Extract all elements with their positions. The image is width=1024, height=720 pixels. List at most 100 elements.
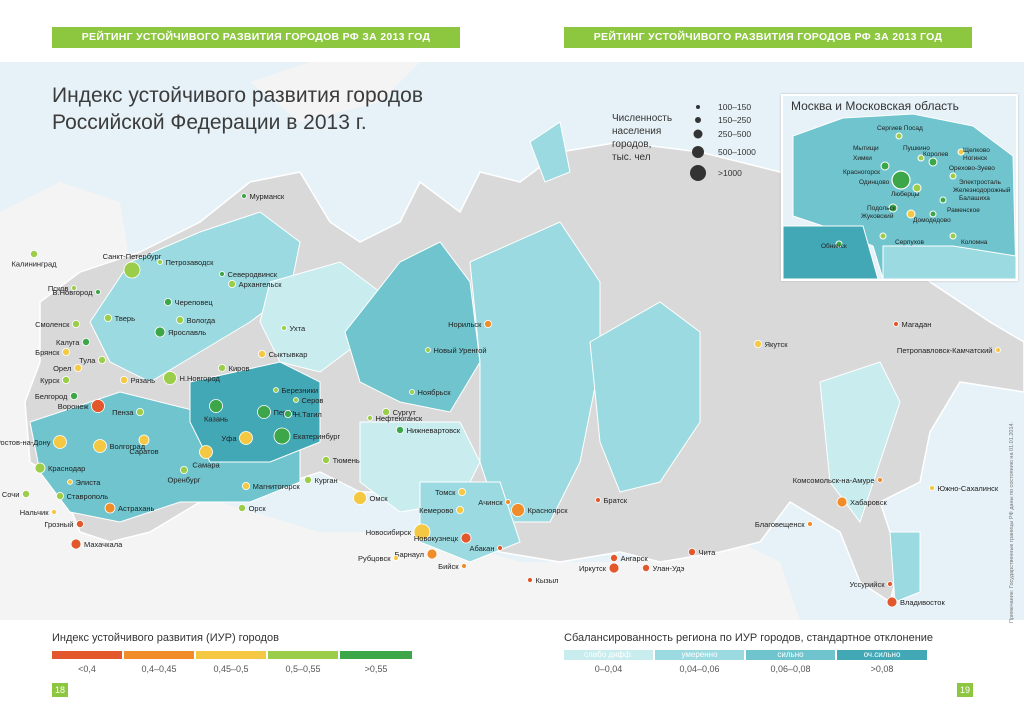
city-48-label: Орск: [249, 504, 267, 513]
city-73-marker: [754, 339, 763, 348]
city-59-label: Ачинск: [478, 498, 503, 507]
region-taimyr-islands: [529, 121, 571, 183]
inset-podolsk-dot: [888, 203, 898, 213]
balance-range-4: >0,08: [870, 664, 894, 674]
city-27-marker: [209, 399, 223, 413]
city-72-marker: [688, 547, 697, 556]
city-25-marker: [135, 407, 144, 416]
city-38-marker: [53, 435, 67, 449]
city-21-label: Киров: [229, 364, 250, 373]
city-64-label: Бийск: [438, 562, 459, 571]
inset-kolomna-dot: [949, 232, 957, 240]
region-irkutsk: [589, 301, 701, 493]
city-53-marker: [51, 509, 57, 515]
city-16-marker: [163, 371, 177, 385]
city-73-label: Якутск: [765, 340, 789, 349]
city-4-marker: [227, 279, 236, 288]
city-10-label: Смоленск: [35, 320, 70, 329]
city-58-marker: [455, 505, 464, 514]
neighbouring-countries: [0, 182, 800, 620]
page-number-left: 18: [52, 683, 68, 697]
city-52-marker: [104, 502, 116, 514]
city-26-marker: [138, 434, 150, 446]
city-50-marker: [56, 491, 65, 500]
city-5-label: Калининград: [11, 260, 57, 269]
city-2-marker: [157, 259, 163, 265]
inset-korolev-dot: [928, 157, 938, 167]
population-size-legend: 100–150 150–250 250–500 500–1000 >1000: [690, 102, 756, 181]
city-35-label: Ноябрьск: [418, 388, 452, 397]
city-9-label: Вологда: [187, 316, 216, 325]
city-45-marker: [34, 462, 46, 474]
city-39-marker: [93, 439, 107, 453]
city-29-marker: [273, 387, 279, 393]
size-label-2: 150–250: [718, 115, 751, 125]
city-57-marker: [457, 487, 466, 496]
map-title: Индекс устойчивого развития городов Росс…: [52, 82, 423, 136]
inset-khimki-dot: [880, 161, 890, 171]
city-22-label: Ухта: [290, 324, 306, 333]
city-55-label: Махачкала: [84, 540, 123, 549]
size-label-4: 500–1000: [718, 147, 756, 157]
city-37-label: Норильск: [448, 320, 482, 329]
city-55-marker: [70, 538, 82, 550]
city-45-label: Краснодар: [48, 464, 85, 473]
city-63-label: Рубцовск: [358, 554, 391, 563]
size-label-1: 100–150: [718, 102, 751, 112]
inset-domodedovo-dot: [929, 210, 937, 218]
city-46-label: Курган: [315, 476, 338, 485]
city-36-marker: [425, 347, 431, 353]
city-19-label: Курск: [40, 376, 60, 385]
city-12-marker: [154, 326, 166, 338]
city-71-label: Улан-Удэ: [653, 564, 685, 573]
city-8-marker: [163, 297, 172, 306]
balance-legend-title: Сбалансированность региона по ИУР городо…: [564, 632, 934, 644]
population-legend: Численность населения городов, тыс. чел: [612, 112, 692, 164]
city-21-marker: [217, 363, 226, 372]
inset-orekhovo-dot: [957, 148, 965, 156]
city-30-label: Серов: [302, 396, 324, 405]
city-4-label: Архангельск: [239, 280, 283, 289]
region-khabarovsk: [819, 361, 901, 524]
city-16-label: Н.Новгород: [180, 374, 221, 383]
city-66-marker: [511, 503, 525, 517]
city-17-marker: [74, 363, 83, 372]
city-77-marker: [929, 485, 935, 491]
city-22-marker: [281, 325, 287, 331]
inset-ramenskoe-dot: [939, 196, 947, 204]
city-60-label: Новосибирск: [366, 528, 412, 537]
city-34-label: Нижневартовск: [407, 426, 461, 435]
inset-kaluga-region: [783, 225, 879, 279]
moscow-inset: Сергиев Посад Щелково Мытищи Пушкино Ног…: [781, 94, 1018, 281]
city-49-label: Элиста: [76, 478, 102, 487]
side-note: Примечание: Государственные границы РФ д…: [1009, 421, 1015, 623]
city-8-label: Череповец: [175, 298, 214, 307]
city-12-label: Ярославль: [168, 328, 206, 337]
moscow-inset-map: Сергиев Посад Щелково Мытищи Пушкино Ног…: [783, 96, 1016, 279]
title-line-1: Индекс устойчивого развития городов: [52, 84, 423, 107]
city-15-label: Тула: [79, 356, 96, 365]
city-65-label: Абакан: [469, 544, 494, 553]
iur-swatch-4: [268, 651, 338, 659]
city-43-marker: [179, 465, 188, 474]
city-42-marker: [199, 445, 213, 459]
city-6-label: Псков: [48, 284, 69, 293]
city-46-marker: [303, 475, 312, 484]
city-76-label: Комсомольск-на-Амуре: [793, 476, 875, 485]
inset-serpukhov-dot: [879, 232, 887, 240]
iur-label-4: 0,5–0,55: [285, 664, 321, 674]
city-42-label: Самара: [192, 461, 220, 470]
iur-legend-title: Индекс устойчивого развития (ИУР) городо…: [52, 632, 279, 644]
city-56-label: Омск: [370, 494, 389, 503]
city-41-marker: [273, 427, 291, 445]
city-41-label: Екатеринбург: [293, 432, 340, 441]
city-58-label: Кемерово: [419, 506, 453, 515]
city-57-label: Томск: [435, 488, 456, 497]
city-47-marker: [241, 481, 250, 490]
city-38-label: Ростов-на-Дону: [0, 438, 51, 447]
city-43-label: Оренбург: [167, 476, 200, 485]
inset-title: Москва и Московская область: [791, 99, 959, 113]
size-label-5: >1000: [718, 168, 742, 178]
city-64-marker: [461, 563, 467, 569]
city-11-label: Тверь: [115, 314, 135, 323]
